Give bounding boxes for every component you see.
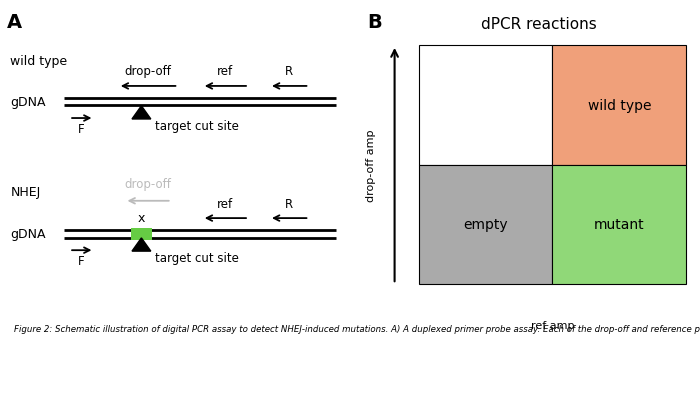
Text: R: R (285, 198, 293, 211)
Text: drop-off: drop-off (125, 64, 172, 78)
Text: wild type: wild type (10, 55, 67, 68)
Text: ref: ref (217, 198, 234, 211)
Text: drop-off: drop-off (125, 178, 172, 190)
Text: target cut site: target cut site (155, 251, 239, 264)
Polygon shape (132, 238, 150, 252)
Text: F: F (78, 123, 84, 135)
Text: gDNA: gDNA (10, 228, 46, 241)
Text: dPCR reactions: dPCR reactions (481, 17, 596, 31)
Polygon shape (132, 107, 150, 120)
Text: x: x (138, 211, 145, 224)
Bar (419, 46, 552, 165)
Bar (131, 228, 152, 240)
Bar (552, 46, 686, 165)
Bar (419, 165, 552, 285)
Text: drop-off amp: drop-off amp (365, 129, 376, 202)
Bar (552, 165, 686, 285)
Text: Figure 2: Schematic illustration of digital PCR assay to detect NHEJ-induced mut: Figure 2: Schematic illustration of digi… (14, 324, 700, 333)
Text: R: R (285, 64, 293, 78)
Text: mutant: mutant (594, 218, 645, 232)
Text: empty: empty (463, 218, 508, 232)
Text: A: A (7, 13, 22, 32)
Text: NHEJ: NHEJ (10, 185, 41, 198)
Text: wild type: wild type (587, 99, 651, 113)
Text: gDNA: gDNA (10, 96, 46, 109)
Text: ref amp: ref amp (531, 320, 574, 330)
Text: target cut site: target cut site (155, 119, 239, 133)
Text: F: F (78, 254, 84, 268)
Text: B: B (367, 13, 382, 32)
Text: ref: ref (217, 64, 234, 78)
